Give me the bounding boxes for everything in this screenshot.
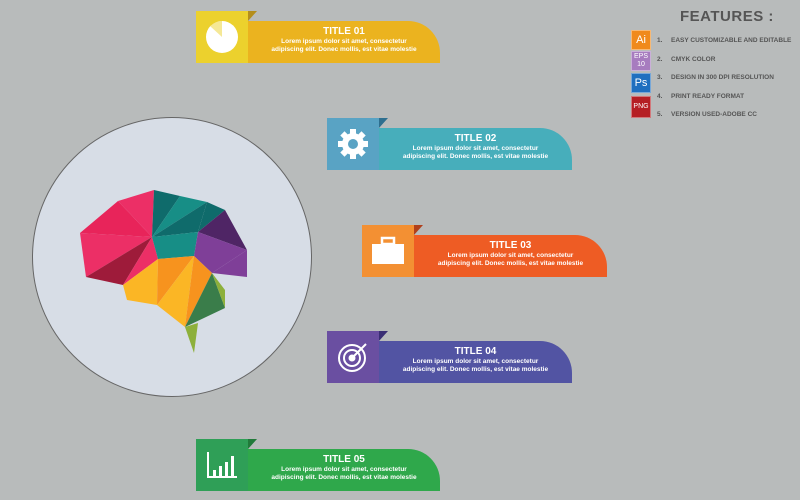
card-text-1: Lorem ipsum dolor sit amet, consectetur xyxy=(412,358,539,365)
card-bar: TITLE 03 Lorem ipsum dolor sit amet, con… xyxy=(414,235,607,277)
target-icon xyxy=(338,343,367,372)
card-icon-box xyxy=(327,331,379,383)
card-title: TITLE 01 xyxy=(323,26,365,37)
features-title: FEATURES : xyxy=(680,8,774,25)
card-icon-box xyxy=(362,225,414,277)
card-text-2: adipiscing elit. Donec mollis, est vitae… xyxy=(271,46,417,53)
feature-number: 1. xyxy=(657,37,663,44)
feature-text: VERSION USED-ADOBE CC xyxy=(671,111,757,118)
feature-text: EASY CUSTOMIZABLE AND EDITABLE xyxy=(671,37,792,44)
card-text-2: adipiscing elit. Donec mollis, est vitae… xyxy=(271,474,417,481)
card-bar: TITLE 05 Lorem ipsum dolor sit amet, con… xyxy=(248,449,440,491)
feature-number: 2. xyxy=(657,56,663,63)
pie-chart-icon xyxy=(206,20,238,53)
ps-file-icon: Ps xyxy=(631,73,651,93)
briefcase-icon xyxy=(372,236,404,264)
feature-number: 3. xyxy=(657,74,663,81)
card-icon-box xyxy=(196,439,248,491)
png-file-icon: PNG xyxy=(631,96,651,118)
card-text-1: Lorem ipsum dolor sit amet, consectetur xyxy=(412,145,539,152)
card-text-1: Lorem ipsum dolor sit amet, consectetur xyxy=(447,252,574,259)
bar-chart-icon xyxy=(207,452,237,478)
gear-icon xyxy=(338,129,368,159)
card-02: TITLE 02 Lorem ipsum dolor sit amet, con… xyxy=(327,118,572,170)
card-bar: TITLE 01 Lorem ipsum dolor sit amet, con… xyxy=(248,21,440,63)
card-bar: TITLE 04 Lorem ipsum dolor sit amet, con… xyxy=(379,341,572,383)
card-icon-box xyxy=(196,11,248,63)
card-title: TITLE 05 xyxy=(323,454,365,465)
feature-number: 5. xyxy=(657,111,663,118)
eps-file-icon: EPS 10 xyxy=(631,51,651,71)
feature-text: CMYK COLOR xyxy=(671,56,716,63)
feature-text: DESIGN IN 300 DPI RESOLUTION xyxy=(671,74,774,81)
card-text-2: adipiscing elit. Donec mollis, est vitae… xyxy=(402,153,549,160)
card-title: TITLE 02 xyxy=(454,133,497,144)
card-03: TITLE 03 Lorem ipsum dolor sit amet, con… xyxy=(362,225,607,277)
feature-number: 4. xyxy=(657,93,663,100)
card-bar: TITLE 02 Lorem ipsum dolor sit amet, con… xyxy=(379,128,572,170)
feature-text: PRINT READY FORMAT xyxy=(671,93,745,100)
card-title: TITLE 03 xyxy=(489,240,532,251)
card-01: TITLE 01 Lorem ipsum dolor sit amet, con… xyxy=(196,11,440,63)
card-title: TITLE 04 xyxy=(454,346,497,357)
card-05: TITLE 05 Lorem ipsum dolor sit amet, con… xyxy=(196,439,440,491)
card-04: TITLE 04 Lorem ipsum dolor sit amet, con… xyxy=(327,331,572,383)
card-text-2: adipiscing elit. Donec mollis, est vitae… xyxy=(402,366,549,373)
card-text-1: Lorem ipsum dolor sit amet, consectetur xyxy=(281,38,407,45)
brain-icon xyxy=(80,190,247,353)
ai-file-icon: Ai xyxy=(631,30,651,50)
card-text-2: adipiscing elit. Donec mollis, est vitae… xyxy=(437,260,584,267)
card-icon-box xyxy=(327,118,379,170)
card-text-1: Lorem ipsum dolor sit amet, consectetur xyxy=(281,466,407,473)
